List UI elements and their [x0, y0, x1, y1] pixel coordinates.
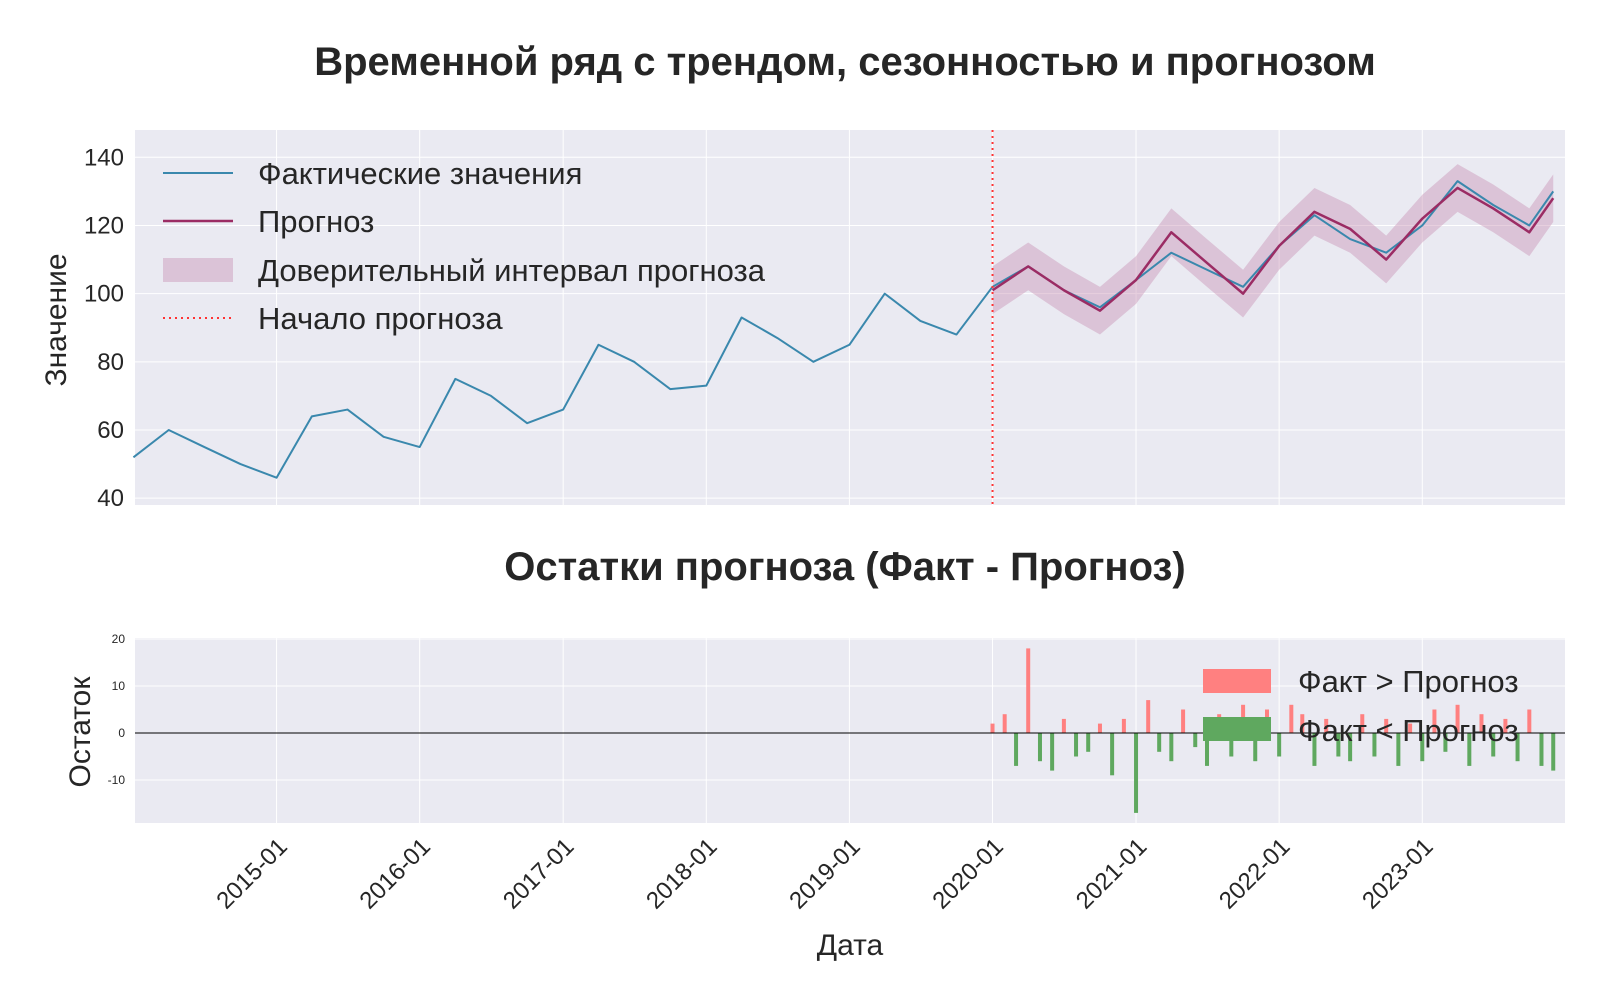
legend-negative-label: Факт < Прогноз [1298, 713, 1519, 748]
residuals-y-tick-label: -10 [108, 773, 126, 787]
top-y-axis-label: Значение [40, 253, 73, 386]
residual-bar [1050, 733, 1055, 771]
residual-bar [1503, 718, 1508, 733]
top-y-tick-label: 140 [84, 144, 124, 171]
residuals-x-tick-label: 2018-01 [641, 833, 722, 914]
residual-bar [1491, 733, 1496, 757]
residual-bar [1026, 648, 1031, 733]
top-grid [135, 130, 1565, 505]
residuals-x-tick-label: 2020-01 [927, 833, 1008, 914]
confidence-band-area [992, 164, 1554, 335]
top-chart-panel: 40 60 80 100 120 140 Значение Фактические зна… [40, 130, 1565, 512]
residual-bar [1324, 718, 1329, 733]
residual-bar [1408, 723, 1413, 733]
residual-bar [1443, 733, 1448, 752]
residual-bar [1110, 733, 1115, 776]
residuals-x-tick-label: 2021-01 [1071, 833, 1152, 914]
top-y-tick-label: 120 [84, 212, 124, 239]
residuals-y-tick-label: 20 [112, 632, 126, 646]
top-y-tick-label: 60 [97, 417, 124, 444]
top-y-ticks: 40 60 80 100 120 140 [84, 144, 124, 512]
residuals-x-tick-label: 2023-01 [1357, 833, 1438, 914]
legend-label: Начало прогноза [258, 301, 503, 336]
residual-bar [1312, 733, 1317, 766]
top-y-tick-label: 40 [97, 485, 124, 512]
top-y-tick-label: 100 [84, 281, 124, 308]
legend-label: Доверительный интервал прогноза [258, 253, 766, 288]
residuals-title: Остатки прогноза (Факт - Прогноз) [504, 545, 1185, 589]
residuals-legend: Факт > Прогноз Факт < Прогноз [1203, 664, 1519, 748]
legend-label: Прогноз [258, 204, 374, 239]
residual-bar [1432, 709, 1437, 733]
residuals-y-ticks: -10 0 10 20 [108, 632, 126, 787]
residuals-y-axis-label: Остаток [64, 676, 97, 788]
legend-positive-swatch [1203, 669, 1271, 693]
residual-bar [1467, 733, 1472, 766]
residual-bar [1229, 733, 1234, 757]
residual-bar [1169, 733, 1174, 762]
residual-bar [1372, 733, 1377, 757]
residual-bar [1121, 718, 1126, 733]
residual-bar [1014, 733, 1019, 766]
top-plot-background [135, 130, 1565, 505]
top-legend: Фактические значения Прогноз Доверительный… [163, 156, 766, 336]
residual-bar [1479, 714, 1484, 733]
legend-label: Фактические значения [258, 156, 582, 191]
residual-bar [1527, 709, 1532, 733]
residual-bar [1205, 733, 1210, 766]
residual-bar [1037, 733, 1042, 762]
residuals-x-tick-label: 2019-01 [784, 833, 865, 914]
residual-bar [1551, 733, 1556, 771]
residuals-x-tick-label: 2017-01 [498, 833, 579, 914]
residual-bar [1146, 700, 1151, 733]
residual-bar [1134, 733, 1139, 813]
legend-positive-label: Факт > Прогноз [1298, 664, 1519, 699]
residuals-x-tick-label: 2022-01 [1214, 833, 1295, 914]
legend-band-swatch [163, 258, 233, 282]
chart-title: Временной ряд с трендом, сезонностью и п… [314, 40, 1376, 84]
residual-bar [1336, 733, 1341, 757]
confidence-band [992, 164, 1554, 335]
residual-bar [1193, 733, 1198, 748]
residual-bar [1086, 733, 1091, 752]
actual-values-line [132, 180, 1555, 479]
residuals-y-tick-label: 0 [118, 726, 125, 740]
residuals-x-axis-label: Дата [817, 929, 884, 962]
residuals-y-tick-label: 10 [112, 679, 126, 693]
residual-bar [1515, 733, 1520, 762]
residual-bar [1539, 733, 1544, 766]
residual-bar [1061, 718, 1066, 733]
residual-bar [1277, 733, 1282, 757]
residual-bar [1396, 733, 1401, 766]
forecast-line [991, 186, 1555, 312]
top-series-lines [132, 180, 1555, 479]
top-y-tick-label: 80 [97, 349, 124, 376]
residual-bar [1157, 733, 1162, 752]
residual-bar [1289, 704, 1294, 733]
residual-bar [1420, 733, 1425, 762]
residuals-x-ticks: 2015-01 2016-01 2017-01 2018-01 2019-01 2020-… [211, 833, 1438, 914]
residual-bar [1002, 714, 1007, 733]
residuals-x-tick-label: 2016-01 [355, 833, 436, 914]
residual-bar [990, 723, 995, 733]
residual-bar [1300, 714, 1305, 733]
residual-bar [1455, 704, 1460, 733]
residual-bar [1348, 733, 1353, 762]
legend-negative-swatch [1203, 717, 1271, 741]
residual-bar [1360, 714, 1365, 733]
residual-bar [1253, 733, 1258, 762]
residual-bar [1097, 723, 1102, 733]
residual-bar [1384, 718, 1389, 733]
residual-bar [1181, 709, 1186, 733]
residuals-x-tick-label: 2015-01 [211, 833, 292, 914]
residual-bar [1074, 733, 1079, 757]
